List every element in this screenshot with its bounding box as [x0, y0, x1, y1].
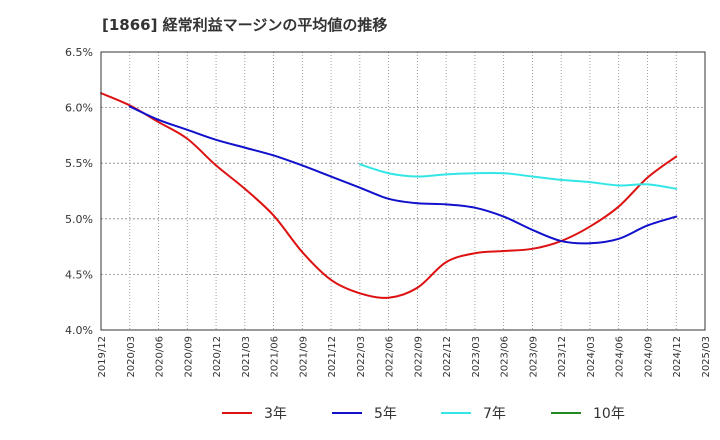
x-tick-label: 2024/06 — [615, 336, 626, 378]
chart-title: [1866] 経常利益マージンの平均値の推移 — [102, 16, 388, 34]
x-tick-label: 2019/12 — [97, 336, 108, 378]
x-tick-label: 2021/03 — [241, 336, 252, 378]
legend-label: 3年 — [264, 406, 287, 422]
y-tick-label: 5.5% — [65, 157, 93, 170]
y-tick-label: 4.0% — [65, 324, 93, 337]
x-tick-label: 2022/03 — [356, 336, 367, 378]
x-tick-label: 2020/12 — [212, 336, 223, 378]
x-tick-label: 2021/06 — [270, 336, 281, 378]
x-tick-label: 2024/09 — [643, 336, 654, 378]
x-tick-label: 2023/06 — [500, 336, 511, 378]
legend-label: 7年 — [483, 406, 506, 422]
x-tick-label: 2020/03 — [126, 336, 137, 378]
series-layer — [100, 92, 678, 299]
x-tick-label: 2020/06 — [155, 336, 166, 378]
x-tick-label: 2022/09 — [413, 336, 424, 378]
x-tick-label: 2022/12 — [442, 336, 453, 378]
y-tick-label: 4.5% — [65, 268, 93, 281]
x-tick-label: 2021/09 — [298, 336, 309, 378]
plot-area — [101, 52, 705, 330]
x-tick-label: 2025/03 — [701, 336, 712, 378]
x-tick-label: 2023/03 — [471, 336, 482, 378]
legend: 3年 5年 7年 10年 — [222, 406, 625, 422]
x-axis-ticks: 2019/12 2020/03 2020/06 2020/09 2020/12 2021/… — [97, 336, 712, 378]
y-tick-label: 6.5% — [65, 46, 93, 59]
x-tick-label: 2022/06 — [385, 336, 396, 378]
y-tick-label: 5.0% — [65, 213, 93, 226]
x-tick-label: 2021/12 — [327, 336, 338, 378]
series-line-7年 — [358, 163, 678, 190]
series-line-3年 — [100, 92, 678, 299]
y-axis-ticks: 6.5% 6.0% 5.5% 5.0% 4.5% 4.0% — [65, 46, 93, 337]
x-tick-label: 2023/12 — [557, 336, 568, 378]
legend-label: 10年 — [593, 406, 625, 422]
x-tick-label: 2023/09 — [528, 336, 539, 378]
x-tick-label: 2024/03 — [586, 336, 597, 378]
series-line-5年 — [128, 105, 678, 245]
y-tick-label: 6.0% — [65, 102, 93, 115]
legend-label: 5年 — [374, 406, 397, 422]
plot-border — [100, 51, 706, 331]
x-tick-label: 2020/09 — [183, 336, 194, 378]
x-tick-label: 2024/12 — [672, 336, 683, 378]
